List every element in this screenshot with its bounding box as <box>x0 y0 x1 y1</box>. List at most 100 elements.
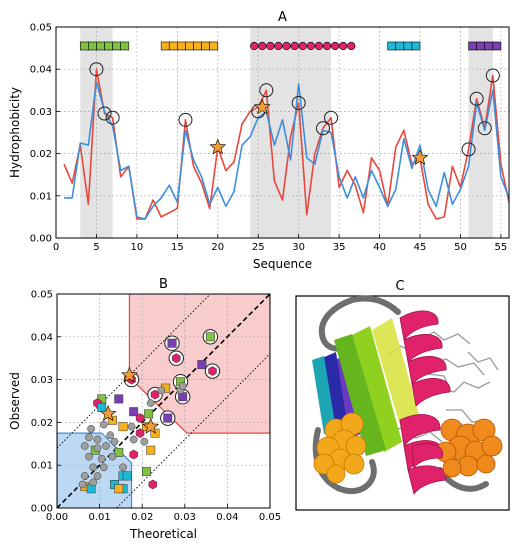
circled-point <box>485 68 500 83</box>
structure-marker-circle <box>266 41 275 51</box>
y-tick-label: 0.00 <box>30 234 52 245</box>
diagonal-line <box>57 294 270 508</box>
grey-point <box>140 437 149 446</box>
grey-point <box>100 463 108 472</box>
grey-point <box>78 480 87 489</box>
hexagon-point <box>208 366 217 376</box>
structure-marker-circle <box>298 41 307 51</box>
x-tick-label: 25 <box>252 242 265 253</box>
structure-marker-square <box>492 41 502 51</box>
grey-point <box>119 463 127 472</box>
y-tick-label: 0.05 <box>31 290 53 301</box>
protein-structure-illustration <box>312 295 503 495</box>
grey-point <box>97 454 106 463</box>
x-tick-label: 15 <box>171 242 184 253</box>
grey-point <box>127 422 136 431</box>
grey-point <box>178 382 187 390</box>
square-point <box>129 407 139 417</box>
star-point <box>142 417 160 434</box>
x-tick-label: 10 <box>131 242 144 253</box>
grey-point <box>146 399 155 407</box>
panel-a-x-axis-label: Sequence <box>253 257 312 271</box>
star-point <box>253 98 271 115</box>
x-tick-label: 0 <box>53 242 59 253</box>
grey-point <box>129 435 138 444</box>
x-tick-label: 55 <box>495 242 508 253</box>
y-tick-label: 0.04 <box>31 332 53 343</box>
hexagon-point <box>135 413 145 424</box>
structure-marker-square <box>387 41 397 51</box>
x-tick-label: 0.00 <box>46 512 68 523</box>
x-tick-label: 0.03 <box>174 512 196 523</box>
structure-marker-square <box>168 41 178 51</box>
structure-marker-square <box>79 41 89 51</box>
structure-marker-square <box>104 41 113 51</box>
shaded-region <box>250 27 332 238</box>
star-point <box>121 366 138 383</box>
square-point <box>142 467 151 477</box>
square-point <box>146 445 156 455</box>
grey-point <box>93 444 102 452</box>
panel-c-title: C <box>395 279 404 294</box>
structure-marker-square <box>411 41 421 51</box>
structure-marker-square <box>112 41 122 51</box>
circled-point <box>291 95 306 110</box>
structure-marker-circle <box>290 41 299 51</box>
y-tick-label: 0.02 <box>31 418 53 429</box>
grey-point <box>108 452 117 461</box>
x-tick-label: 0.04 <box>216 512 238 523</box>
structure-marker-circle <box>274 41 283 51</box>
square-point <box>197 360 207 370</box>
structure-marker-square <box>201 41 210 51</box>
circled-point <box>324 110 339 125</box>
grey-point <box>93 435 102 444</box>
panel-a-axes-frame <box>55 26 510 239</box>
structure-marker-square <box>403 41 413 51</box>
panel-a-y-axis-label: Hydrophobicity <box>8 87 22 178</box>
grey-point <box>106 431 115 440</box>
hexagon-point <box>148 479 158 490</box>
lower-band-line <box>116 353 270 508</box>
structure-marker-square <box>193 41 202 51</box>
blue-series-line <box>64 81 510 220</box>
grey-point <box>85 452 93 461</box>
x-tick-label: 0.01 <box>88 512 110 523</box>
grey-point <box>110 437 119 446</box>
panel-a-title: A <box>278 10 287 25</box>
square-point <box>114 394 124 404</box>
x-tick-label: 30 <box>292 242 305 253</box>
structure-marker-square <box>468 41 477 51</box>
structure-marker-circle <box>314 41 324 51</box>
square-point <box>122 471 132 481</box>
y-tick-label: 0.03 <box>30 107 52 118</box>
panel-b-x-axis-label: Theoretical <box>129 527 197 541</box>
structure-marker-square <box>395 41 405 51</box>
circled-point <box>89 62 104 77</box>
structure-marker-circle <box>339 41 348 51</box>
panel-b-title: B <box>159 277 168 292</box>
grey-point <box>100 420 108 429</box>
panel-a-line-chart: A Sequence Hydrophobicity 0 5 10 15 20 25 30 35… <box>8 10 510 271</box>
structure-marker-square <box>160 41 170 51</box>
structure-marker-circle <box>347 41 356 51</box>
square-point <box>118 422 128 432</box>
grey-point <box>87 424 95 433</box>
circled-point <box>461 142 476 157</box>
x-tick-label: 0.05 <box>259 512 281 523</box>
circled-point <box>105 110 120 125</box>
structure-marker-square <box>484 41 494 51</box>
x-tick-label: 5 <box>93 242 99 253</box>
structure-marker-circle <box>250 41 259 51</box>
grey-point <box>89 463 98 472</box>
structure-marker-square <box>209 41 219 51</box>
square-point <box>205 332 215 342</box>
panel-b-scatter-chart: B Theoretical Observed 0.00 0.01 0.02 0.03 0… <box>8 277 281 541</box>
structure-marker-circle <box>322 41 332 51</box>
star-point <box>99 405 117 421</box>
y-tick-label: 0.01 <box>31 461 53 472</box>
grey-point <box>157 386 166 395</box>
y-tick-label: 0.02 <box>30 149 52 160</box>
structure-marker-square <box>185 41 194 51</box>
panel-b-plot-area <box>57 294 270 508</box>
